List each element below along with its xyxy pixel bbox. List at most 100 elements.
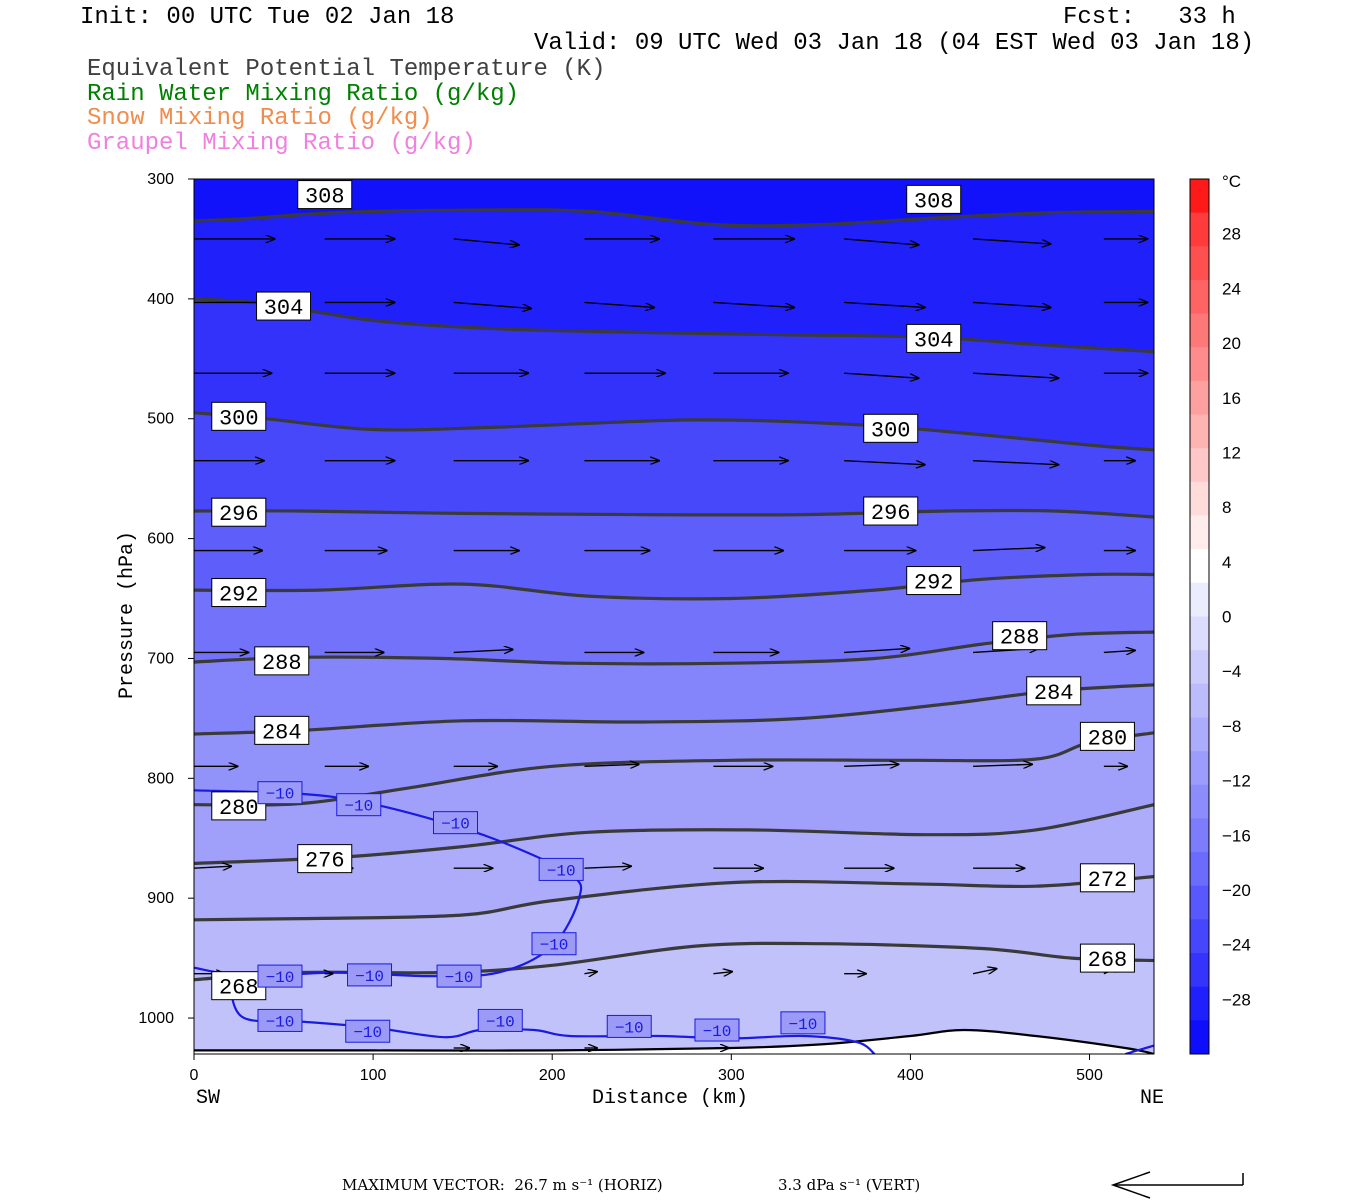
max-vector-horiz: MAXIMUM VECTOR: 26.7 m s⁻¹ (HORIZ) bbox=[342, 1176, 663, 1194]
theta-e-label-box bbox=[297, 180, 353, 210]
temperature-label-box bbox=[257, 781, 303, 805]
wind-vector bbox=[453, 238, 519, 245]
x-left-end-label: SW bbox=[196, 1087, 221, 1110]
wind-vector bbox=[844, 459, 925, 465]
terrain-layer bbox=[194, 1028, 1154, 1054]
colorbar-bin bbox=[1190, 986, 1209, 1021]
colorbar-bin bbox=[1190, 784, 1209, 819]
theta-e-label-box bbox=[906, 323, 962, 353]
theta-e-label: 268 bbox=[219, 976, 259, 1001]
temperature-label: −10 bbox=[355, 968, 384, 986]
theta-e-label-box bbox=[256, 291, 312, 321]
colorbar-bin bbox=[1190, 1020, 1209, 1055]
theta-e-label-box bbox=[992, 621, 1048, 651]
colorbar-label: −24 bbox=[1222, 936, 1251, 955]
temperature-label-box bbox=[694, 1018, 740, 1042]
x-tick-label: 400 bbox=[897, 1067, 924, 1084]
theta-e-label: 288 bbox=[262, 651, 302, 676]
temperature-label-box bbox=[538, 857, 584, 881]
wind-vector bbox=[844, 301, 925, 307]
theta-e-label: 276 bbox=[305, 849, 345, 874]
theta-e-label-box bbox=[1026, 676, 1082, 706]
contour-labels: 308 308 304 304 300 300 296 296 292 292 288 288 284 2… bbox=[211, 180, 1135, 1043]
wind-vector bbox=[973, 764, 1032, 766]
wind-vector bbox=[973, 459, 1058, 465]
theta-e-label: 288 bbox=[1000, 626, 1040, 651]
theta-e-label-box bbox=[1079, 721, 1135, 751]
temperature-label: −10 bbox=[486, 1013, 515, 1031]
wind-vector bbox=[972, 969, 996, 974]
field-label-theta-e: Equivalent Potential Temperature (K) bbox=[87, 56, 606, 83]
theta-e-contour-272 bbox=[194, 875, 1154, 922]
colorbar-label: 16 bbox=[1222, 389, 1241, 408]
colorbar-label: −12 bbox=[1222, 772, 1251, 791]
theta-e-label-box bbox=[863, 496, 919, 526]
temperature-label: −10 bbox=[441, 816, 470, 834]
colorbar-bin bbox=[1190, 650, 1209, 685]
wind-vector bbox=[584, 972, 596, 974]
theta-e-label: 272 bbox=[1088, 868, 1128, 893]
x-tick-label: 200 bbox=[539, 1067, 566, 1084]
wind-vector bbox=[844, 372, 918, 378]
theta-e-label: 284 bbox=[262, 720, 302, 745]
y-tick-label: 800 bbox=[147, 770, 174, 787]
temperature-label-box bbox=[257, 964, 303, 988]
temperature-label: −10 bbox=[353, 1024, 382, 1042]
wind-vector bbox=[1103, 650, 1135, 652]
theta-e-contour-292 bbox=[194, 572, 1154, 601]
colorbar-label: 28 bbox=[1222, 225, 1241, 244]
theta-e-contour-304 bbox=[194, 297, 1154, 354]
x-tick-label: 500 bbox=[1076, 1067, 1103, 1084]
wind-vector bbox=[973, 372, 1058, 378]
theta-e-label-box bbox=[211, 578, 267, 608]
colorbar-bin bbox=[1190, 953, 1209, 988]
temperature-label: −10 bbox=[266, 969, 295, 987]
colorbar-label: 0 bbox=[1222, 608, 1231, 627]
theta-e-label: 296 bbox=[219, 502, 259, 527]
field-label-snow: Snow Mixing Ratio (g/kg) bbox=[87, 105, 433, 132]
colorbar-label: 4 bbox=[1222, 553, 1231, 572]
x-tick-label: 300 bbox=[718, 1067, 745, 1084]
wind-vector bbox=[844, 764, 898, 766]
wind-vector bbox=[194, 866, 231, 868]
colorbar-label: −16 bbox=[1222, 826, 1251, 845]
wind-vector bbox=[973, 548, 1044, 551]
wind-vector bbox=[584, 866, 631, 868]
theta-e-label: 308 bbox=[305, 185, 345, 210]
wind-vector bbox=[713, 301, 794, 307]
max-vector-head bbox=[1110, 1171, 1151, 1199]
theta-e-label-box bbox=[297, 844, 353, 874]
temperature-label: −10 bbox=[615, 1019, 644, 1037]
wind-vectors bbox=[194, 239, 1147, 1048]
init-time: Init: 00 UTC Tue 02 Jan 18 bbox=[80, 4, 455, 31]
colorbar-bin bbox=[1190, 751, 1209, 786]
temperature-label: −10 bbox=[266, 1013, 295, 1031]
wind-vector bbox=[973, 238, 1051, 244]
theta-e-label: 304 bbox=[914, 328, 954, 353]
theta-e-label: 268 bbox=[1088, 948, 1128, 973]
x-tick-label: 100 bbox=[360, 1067, 387, 1084]
field-label-graupel: Graupel Mixing Ratio (g/kg) bbox=[87, 130, 476, 157]
wind-vector bbox=[713, 972, 732, 974]
theta-e-label-box bbox=[1079, 943, 1135, 973]
wind-vector bbox=[844, 648, 909, 654]
forecast-hour: Fcst: 33 h bbox=[1063, 4, 1236, 31]
colorbar: °C 28 24 20 16 12 8 4 0 −4 −8 −12 −16 −20 −24 −28 bbox=[1189, 172, 1251, 1055]
temperature-label-box bbox=[436, 964, 482, 988]
theta-e-label: 284 bbox=[1034, 681, 1074, 706]
temperature-label: −10 bbox=[540, 937, 569, 955]
theta-e-label: 300 bbox=[219, 406, 259, 431]
colorbar-bin bbox=[1190, 313, 1209, 348]
theta-e-label: 292 bbox=[914, 571, 954, 596]
theta-e-label: 308 bbox=[914, 189, 954, 214]
colorbar-bin bbox=[1190, 717, 1209, 752]
theta-e-label-box bbox=[906, 566, 962, 596]
temperature-shading bbox=[194, 179, 1154, 1054]
theta-e-label: 280 bbox=[1088, 726, 1128, 751]
y-tick-label: 500 bbox=[147, 411, 174, 428]
colorbar-bin bbox=[1190, 852, 1209, 887]
colorbar-label: −28 bbox=[1222, 990, 1251, 1009]
temperature-label-box bbox=[477, 1008, 523, 1032]
colorbar-bin bbox=[1190, 414, 1209, 449]
y-tick-label: 300 bbox=[147, 171, 174, 188]
